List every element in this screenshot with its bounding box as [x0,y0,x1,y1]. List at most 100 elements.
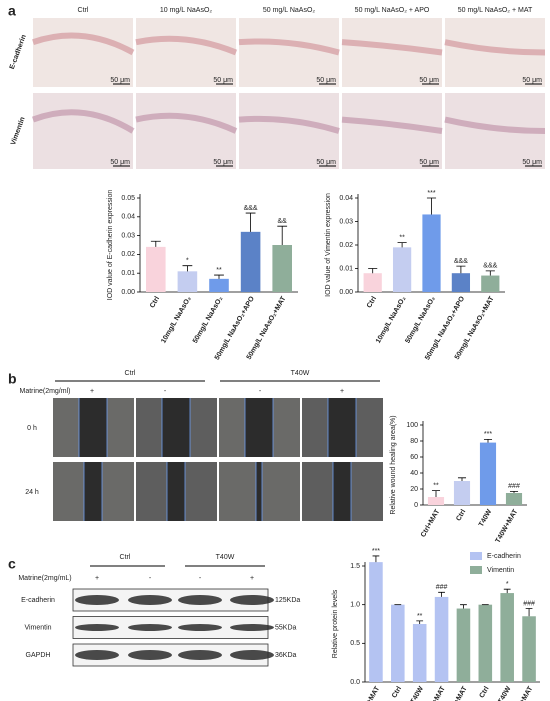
row-label: 24 h [25,489,39,496]
column-label: 50 mg/L NaAsO₂ [263,7,316,14]
error-bar [503,588,511,594]
bar [363,273,382,292]
y-tick-label: 0.02 [339,242,353,249]
bar [456,608,471,682]
x-tick-label: Ctrl [455,508,467,522]
y-tick-label: 0.03 [339,218,353,225]
blot-band [75,595,119,605]
y-tick-label: 0 [414,502,418,509]
tissue [32,32,135,56]
blot-band [128,595,172,605]
significance: *** [484,431,492,438]
group-label: T40W [216,554,235,561]
error-bar [214,274,224,279]
legend-label: E-cadherin [487,553,521,560]
wound-gap [167,462,185,521]
blot-band [230,624,274,631]
scale-bar-label: 50 μm [522,77,542,84]
blot-size: 55KDa [275,624,297,631]
blot-size: 125KDa [275,597,300,604]
bar [422,214,441,292]
significance: &&& [454,258,468,265]
blot-band [75,624,119,631]
significance: *** [372,548,380,555]
tissue [31,109,135,134]
error-bar [483,439,493,443]
y-tick-label: 0.02 [121,251,135,258]
bar [391,604,405,682]
significance: ** [433,482,439,489]
error-bar [150,240,161,247]
wound-gap [333,462,351,521]
error-bar [485,270,495,276]
x-tick-label: 10mg/L NaAsO₂ [375,295,407,344]
column-label: 50 mg/L NaAsO₂ + MAT [458,7,533,14]
bar [392,247,412,292]
scale-bar-label: 50 μm [316,77,336,84]
bar [505,493,523,505]
group-label: Ctrl [120,554,131,561]
y-tick-label: 1.5 [350,563,360,570]
wound-gap [245,398,273,457]
micrograph [136,93,236,169]
bar [369,562,383,682]
treatment-sign: + [340,388,344,395]
tissue [444,39,546,56]
y-tick-label: 0.04 [339,195,353,202]
group-label: T40W [291,370,310,377]
y-tick-label: 100 [406,422,418,429]
x-tick-label: T40W [478,508,494,528]
treatment-sign: - [259,388,262,395]
significance: ### [436,584,448,591]
blot-size: 36KDa [275,652,297,659]
significance: ** [216,267,222,274]
y-tick-label: 20 [410,486,418,493]
wound-gap [256,462,262,521]
treatment-label: Matrine(2mg/ml) [20,388,71,395]
wound-gap [79,398,107,457]
scale-bar-label: 50 μm [522,159,542,166]
error-bar [245,212,256,232]
blot-band [128,624,172,631]
x-tick-label: T40W [497,685,513,701]
bar [427,497,445,505]
significance: ** [417,613,423,620]
bar [451,273,471,292]
x-tick-label: Ctrl [391,685,403,699]
blot-band [178,595,222,605]
tissue [238,38,340,56]
y-tick-label: 0.01 [121,270,135,277]
tissue [135,112,238,134]
column-label: 50 mg/L NaAsO₂ + APO [355,7,430,14]
error-bar [525,608,533,617]
scale-bar-label: 50 μm [419,77,439,84]
error-bar [368,268,378,274]
bar [412,624,427,682]
bar [522,616,536,682]
panel-label: b [8,371,17,387]
micrograph [33,93,133,169]
panel-label: c [8,556,16,572]
y-tick-label: 0.01 [339,265,353,272]
error-bar [182,265,193,272]
micrograph [239,93,339,169]
bar [209,278,229,292]
scale-bar-label: 50 μm [316,159,336,166]
y-tick-label: 0.05 [121,195,135,202]
x-tick-label: T40W [410,685,426,701]
significance: ### [523,600,535,607]
error-bar [416,620,424,624]
row-label: 0 h [27,425,37,432]
scale-bar-label: 50 μm [213,159,233,166]
y-axis-label: Relative protein levels [332,589,339,658]
scale-bar-label: 50 μm [110,159,130,166]
row-label: Vimentin [10,116,27,146]
y-axis-label: IOD value of Vimentin expression [325,193,332,297]
x-tick-label: 10mg/L NaAsO₂ [160,295,192,344]
bar [272,245,292,292]
blot-band [178,650,222,660]
blot-label: GAPDH [26,652,51,659]
x-tick-label: 50mg/L NaAsO₂ [192,295,224,344]
y-tick-label: 80 [410,438,418,445]
